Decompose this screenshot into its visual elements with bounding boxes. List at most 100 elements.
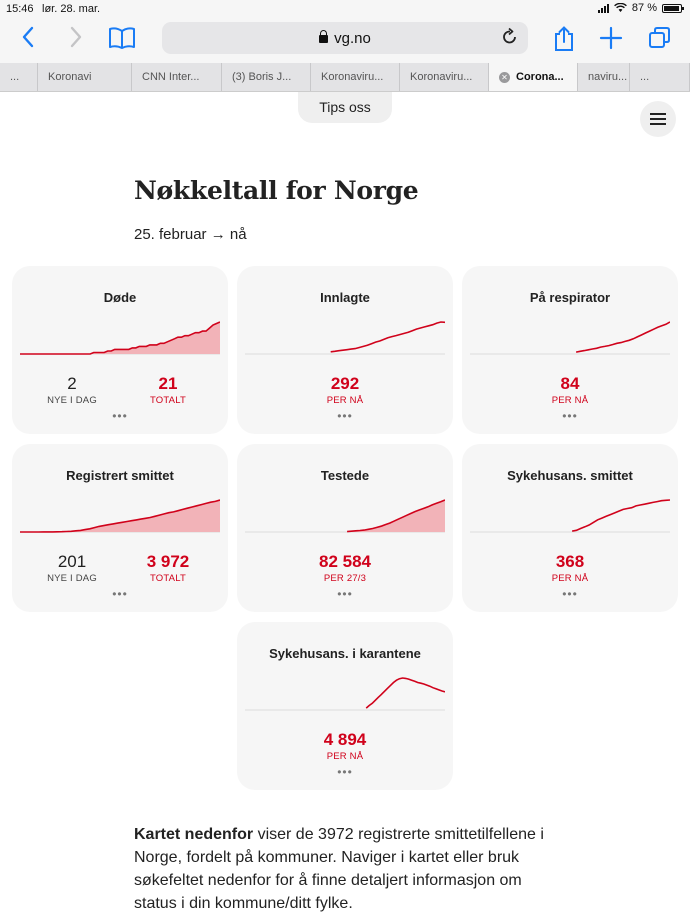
close-tab-icon[interactable]: ✕ — [499, 72, 510, 83]
more-icon[interactable]: ••• — [112, 587, 128, 601]
tab-item[interactable]: Koronaviru... — [311, 63, 400, 91]
status-bar: 15:46 lør. 28. mar. 87 % — [0, 0, 690, 18]
tab-strip: ... Koronavi CNN Inter... (3) Boris J...… — [0, 63, 690, 92]
current-block: 292 PER NÅ — [237, 374, 453, 406]
trend-area — [20, 500, 220, 532]
stat-card-testede[interactable]: Testede 82 584 PER 27/3 ••• — [237, 444, 453, 612]
current-value: 368 — [555, 552, 585, 571]
browser-toolbar: vg.no — [0, 18, 690, 63]
stat-card-dode[interactable]: Døde 2 NYE I DAG 21 TOTALT ••• — [12, 266, 228, 434]
more-icon[interactable]: ••• — [337, 409, 353, 423]
card-title: Testede — [320, 468, 370, 483]
stat-card-sykehusans-smittet[interactable]: Sykehusans. smittet 368 PER NÅ ••• — [462, 444, 678, 612]
address-bar[interactable]: vg.no — [162, 22, 528, 54]
bookmarks-icon[interactable] — [108, 26, 136, 52]
trend-area — [20, 322, 220, 354]
tab-item[interactable]: Koronaviru... — [400, 63, 489, 91]
total-value: 21 — [158, 374, 178, 393]
new-today-block: 201 NYE I DAG — [32, 552, 112, 584]
trend-chart — [470, 321, 670, 355]
forward-arrow-icon[interactable] — [64, 26, 88, 52]
current-value: 82 584 — [319, 552, 371, 571]
paragraph-text: viser de 3972 registrerte smittetilfelle… — [134, 826, 544, 912]
new-today-label: NYE I DAG — [47, 573, 97, 584]
trend-line — [365, 677, 445, 709]
stat-card-respirator[interactable]: På respirator 84 PER NÅ ••• — [462, 266, 678, 434]
tips-button[interactable]: Tips oss — [298, 92, 392, 123]
card-title: Innlagte — [320, 290, 370, 305]
current-value: 292 — [330, 374, 360, 393]
reload-icon[interactable] — [502, 27, 518, 50]
status-indicators: 87 % — [597, 2, 684, 14]
current-label: PER NÅ — [551, 395, 589, 406]
trend-chart — [20, 499, 220, 533]
stat-card-sykehusans-karantene[interactable]: Sykehusans. i karantene 4 894 PER NÅ ••• — [237, 622, 453, 790]
card-title: Sykehusans. smittet — [507, 468, 633, 483]
battery-percent: 87 % — [631, 2, 657, 14]
share-icon[interactable] — [552, 26, 576, 52]
new-today-value: 201 — [57, 552, 87, 571]
tab-item[interactable]: naviru... — [578, 63, 630, 91]
current-label: PER NÅ — [326, 751, 364, 762]
trend-line — [330, 321, 445, 353]
total-label: TOTALT — [149, 395, 187, 406]
battery-icon — [662, 3, 684, 13]
card-title: Sykehusans. i karantene — [269, 646, 421, 661]
total-label: TOTALT — [149, 573, 187, 584]
new-today-block: 2 NYE I DAG — [32, 374, 112, 406]
current-label: PER NÅ — [551, 573, 589, 584]
back-arrow-icon[interactable] — [16, 26, 40, 52]
trend-line — [575, 321, 670, 353]
card-title: Registrert smittet — [66, 468, 174, 483]
trend-line — [347, 499, 445, 533]
url-display: vg.no — [162, 30, 528, 47]
trend-line — [20, 321, 220, 355]
tab-item[interactable]: ... — [630, 63, 690, 91]
current-label: PER NÅ — [326, 395, 364, 406]
new-tab-icon[interactable] — [598, 26, 624, 52]
tab-item[interactable]: Koronavi — [38, 63, 132, 91]
card-title: På respirator — [529, 290, 611, 305]
paragraph-bold: Kartet nedenfor — [134, 826, 254, 843]
current-value: 4 894 — [323, 730, 367, 749]
current-block: 368 PER NÅ — [462, 552, 678, 584]
current-block: 82 584 PER 27/3 — [237, 552, 453, 584]
card-title: Døde — [103, 290, 137, 305]
tab-item[interactable]: ... — [0, 63, 38, 91]
more-icon[interactable]: ••• — [337, 587, 353, 601]
current-block: 84 PER NÅ — [462, 374, 678, 406]
trend-area — [347, 500, 445, 532]
more-icon[interactable]: ••• — [337, 765, 353, 779]
stat-card-innlagte[interactable]: Innlagte 292 PER NÅ ••• — [237, 266, 453, 434]
date-range: 25. februar → nå — [134, 226, 247, 243]
new-today-label: NYE I DAG — [47, 395, 97, 406]
lock-icon — [319, 30, 329, 43]
page-title: Nøkkeltall for Norge — [134, 176, 419, 205]
total-block: 21 TOTALT — [128, 374, 208, 406]
total-block: 3 972 TOTALT — [128, 552, 208, 584]
current-value: 84 — [560, 374, 580, 393]
trend-line — [571, 499, 670, 532]
hamburger-menu-icon[interactable] — [640, 101, 676, 137]
more-icon[interactable]: ••• — [562, 587, 578, 601]
stat-card-registrert-smittet[interactable]: Registrert smittet 201 NYE I DAG 3 972 T… — [12, 444, 228, 612]
signal-icon — [597, 3, 609, 13]
tab-item-active[interactable]: ✕ Corona... — [489, 63, 578, 91]
map-intro-paragraph: Kartet nedenfor viser de 3972 registrert… — [134, 823, 564, 915]
trend-chart — [470, 499, 670, 533]
current-label: PER 27/3 — [323, 573, 367, 584]
trend-line — [20, 499, 220, 533]
tab-item[interactable]: (3) Boris J... — [222, 63, 311, 91]
trend-chart — [245, 321, 445, 355]
tab-item[interactable]: CNN Inter... — [132, 63, 222, 91]
tabs-icon[interactable] — [646, 26, 672, 52]
total-value: 3 972 — [146, 552, 190, 571]
trend-chart — [20, 321, 220, 355]
wifi-icon — [614, 3, 627, 12]
status-time: 15:46 — [6, 3, 34, 15]
more-icon[interactable]: ••• — [112, 409, 128, 423]
trend-chart — [245, 677, 445, 711]
trend-chart — [245, 499, 445, 533]
new-today-value: 2 — [67, 374, 77, 393]
more-icon[interactable]: ••• — [562, 409, 578, 423]
